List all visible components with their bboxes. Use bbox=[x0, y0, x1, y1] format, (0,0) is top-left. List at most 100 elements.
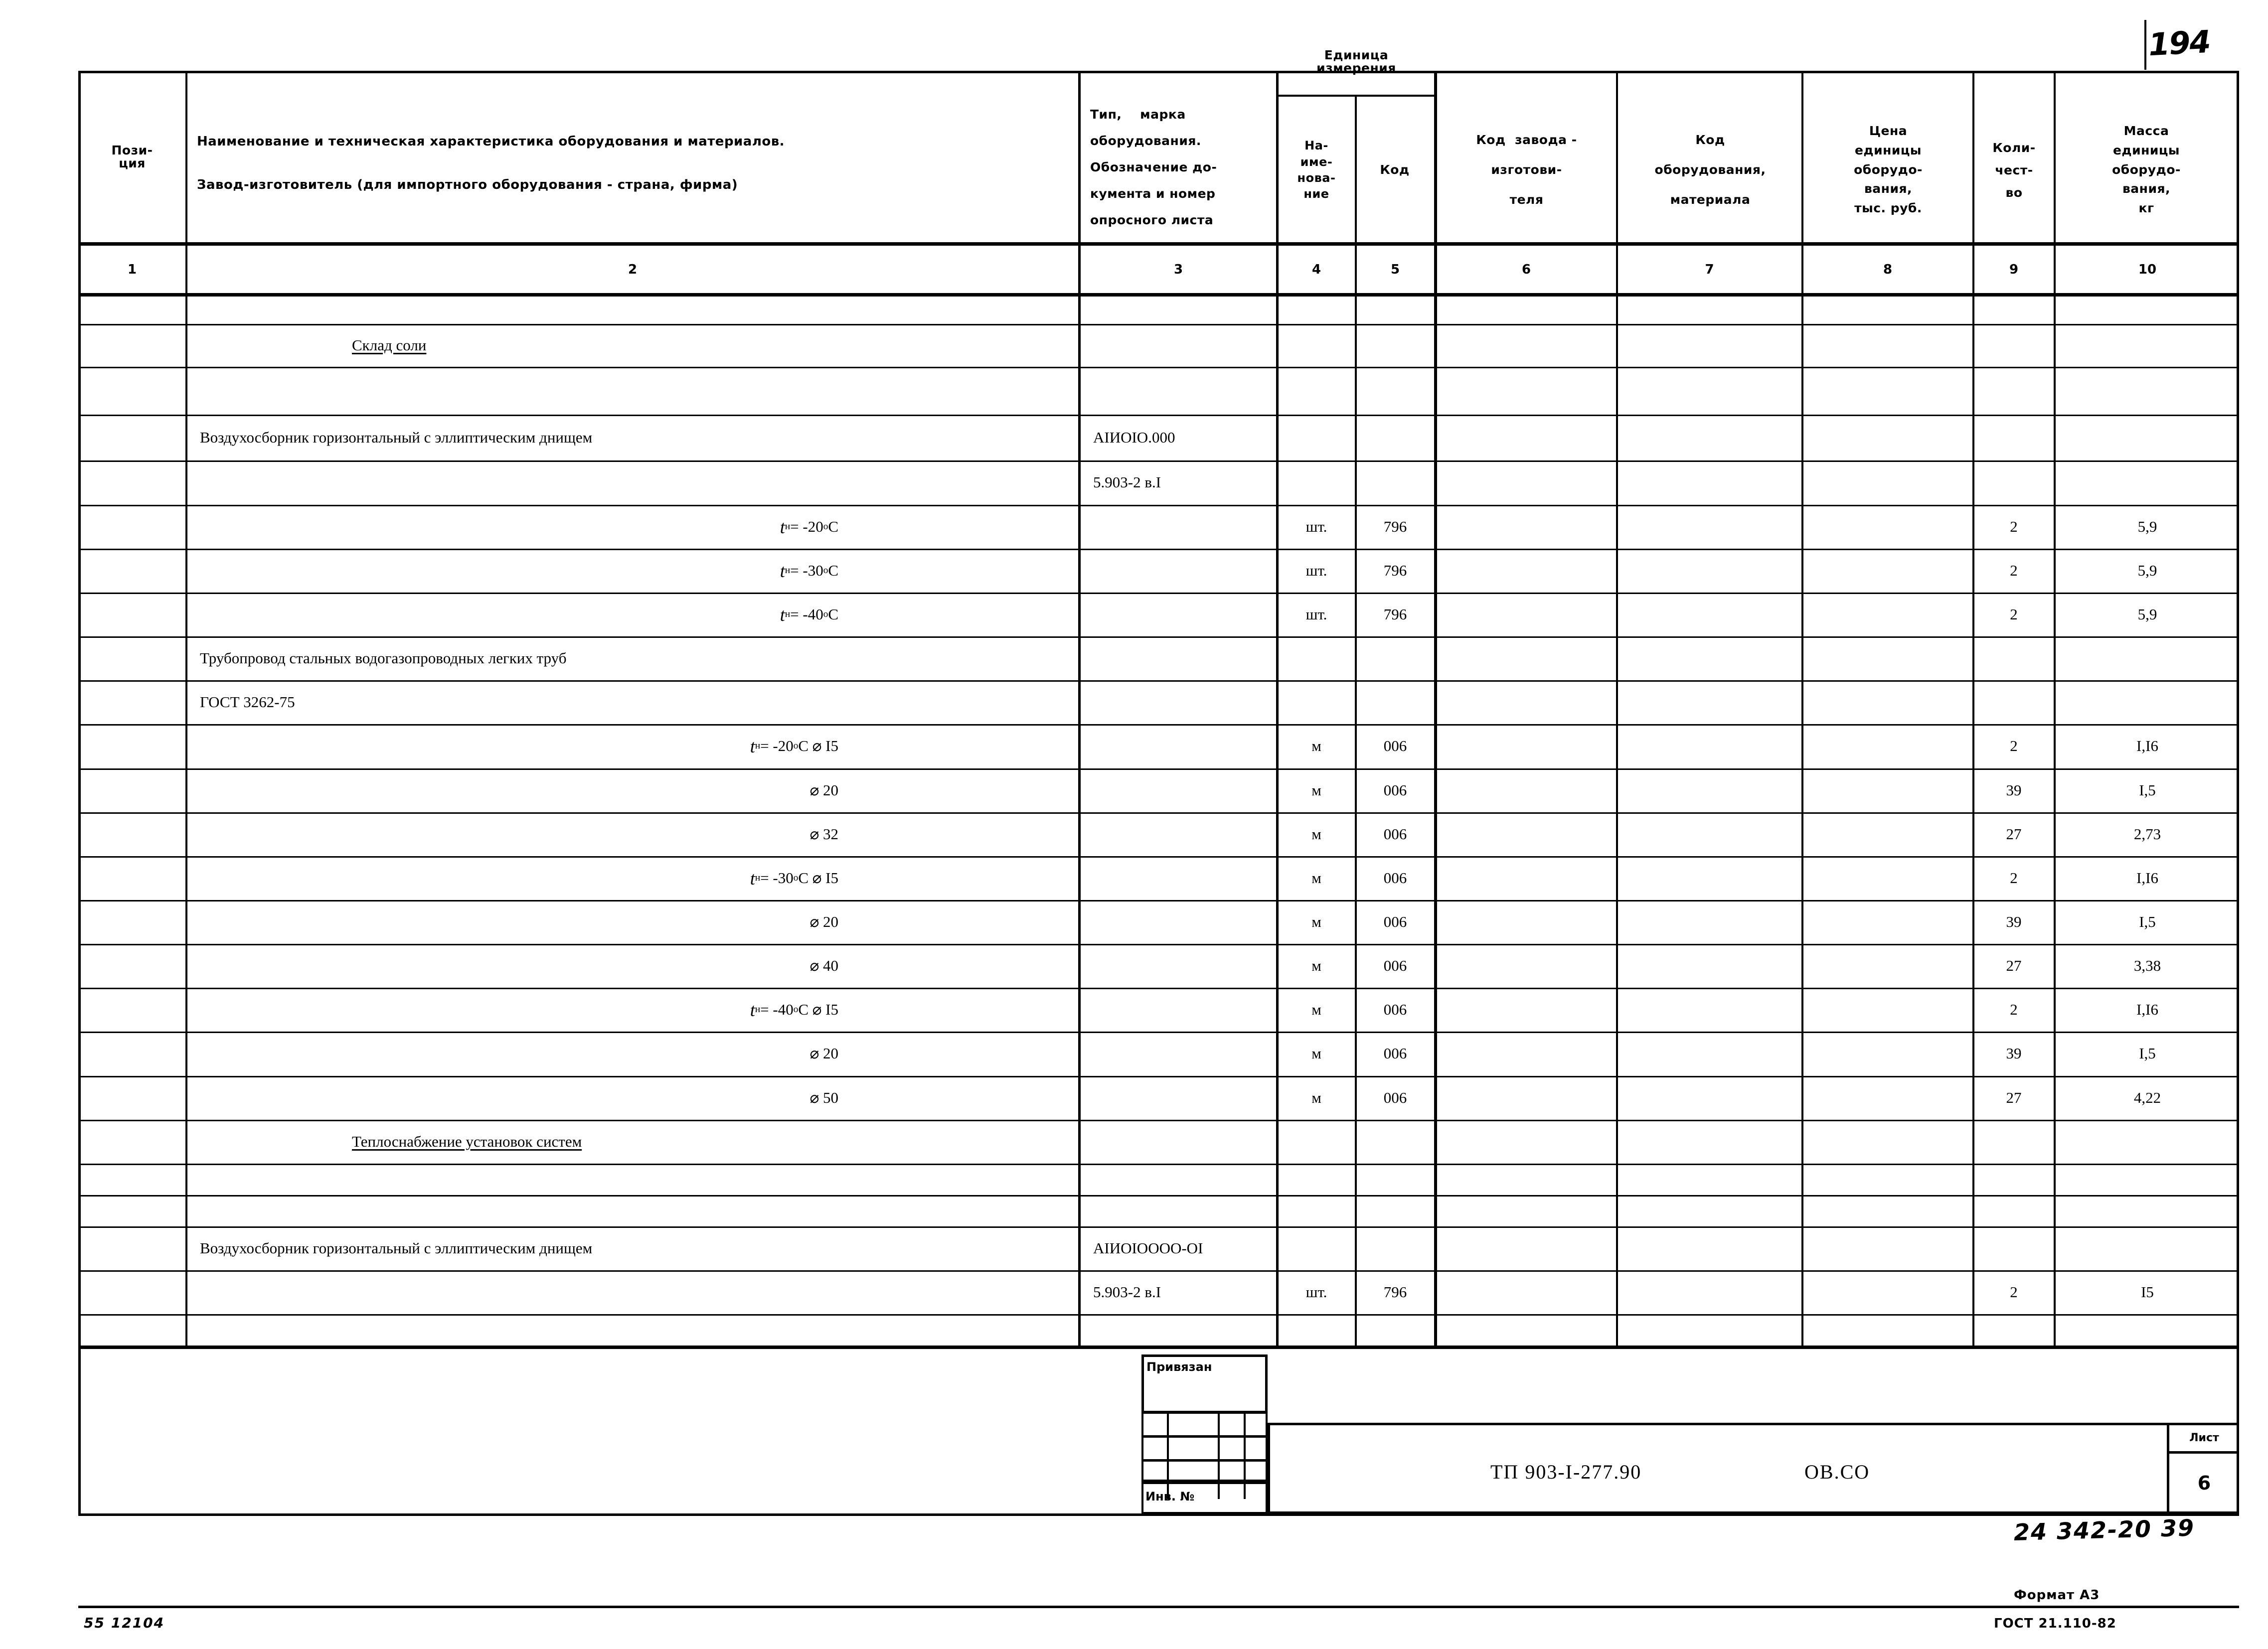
footer-rule bbox=[78, 1606, 2239, 1608]
cell-name: t н = -20 o С ⌀ I5 bbox=[750, 736, 838, 756]
cell-name: ⌀ 50 bbox=[810, 1089, 838, 1106]
header-unit-group: Единица измерения bbox=[1316, 47, 1396, 75]
cell-name: ⌀ 20 bbox=[810, 1045, 838, 1062]
cell-unit: м bbox=[1311, 825, 1321, 843]
cell-qty: 2 bbox=[2010, 869, 2018, 887]
cell-unit: м bbox=[1311, 781, 1321, 799]
cell-name: Трубопровод стальных водогазопроводных л… bbox=[200, 649, 567, 667]
format-note: Формат А3 bbox=[2014, 1588, 2100, 1603]
header-col3: Тип, марка оборудования. Обозначение до-… bbox=[1090, 107, 1217, 227]
colnum-9: 9 bbox=[2009, 262, 2019, 277]
header-bottom-rule bbox=[78, 242, 2239, 246]
row-separator bbox=[78, 367, 2239, 368]
inv-label: Инв. № bbox=[1145, 1490, 1195, 1503]
row-separator bbox=[78, 1032, 2239, 1033]
col-sep-9-10 bbox=[2054, 71, 2056, 1346]
sheet-label-rule bbox=[2167, 1451, 2239, 1454]
cell-qty: 39 bbox=[2006, 913, 2022, 930]
cell-code: 006 bbox=[1383, 737, 1407, 754]
handwritten-code: 24 342-20 39 bbox=[2013, 1514, 2195, 1546]
colnum-8: 8 bbox=[1883, 262, 1893, 277]
cell-name: ⌀ 20 bbox=[810, 913, 838, 930]
handwritten-page-number: 194 bbox=[2147, 23, 2211, 63]
cell-code: 006 bbox=[1383, 825, 1407, 843]
colnum-3: 3 bbox=[1173, 262, 1183, 277]
row-separator bbox=[78, 1195, 2239, 1197]
colnum-bottom-rule bbox=[78, 293, 2239, 297]
cell-code: 006 bbox=[1383, 1045, 1407, 1062]
cell-mass: 4,22 bbox=[2133, 1089, 2161, 1106]
cell-code: 006 bbox=[1383, 913, 1407, 930]
cell-code: 796 bbox=[1383, 1283, 1407, 1301]
header-col1: Пози-ция bbox=[111, 143, 153, 170]
row-separator bbox=[78, 505, 2239, 506]
document-code: ТП 903-I-277.90 bbox=[1490, 1460, 1642, 1483]
cell-name: ГОСТ 3262-75 bbox=[200, 693, 295, 711]
cell-name: Воздухосборник горизонтальный с эллиптич… bbox=[200, 1239, 593, 1257]
unit-group-split bbox=[1276, 95, 1437, 97]
cell-qty: 2 bbox=[2010, 562, 2018, 579]
row-separator bbox=[78, 1120, 2239, 1121]
cell-unit: шт. bbox=[1305, 605, 1327, 623]
cell-unit: м bbox=[1311, 1001, 1321, 1018]
row-separator bbox=[78, 1270, 2239, 1272]
cell-name: t н = -40 o С ⌀ I5 bbox=[750, 999, 838, 1020]
cell-mass: 2,73 bbox=[2133, 825, 2161, 843]
cell-name: ⌀ 32 bbox=[810, 825, 838, 843]
cell-qty: 2 bbox=[2010, 737, 2018, 754]
stamp-grid-h1 bbox=[1141, 1435, 1268, 1438]
header-col2-line2: Завод-изготовитель (для импортного обору… bbox=[197, 177, 738, 193]
cell-mass: 5,9 bbox=[2137, 605, 2157, 623]
cell-name: Склад соли bbox=[352, 336, 427, 354]
row-separator bbox=[78, 768, 2239, 770]
cell-code: 006 bbox=[1383, 781, 1407, 799]
stamp-grid bbox=[1141, 1412, 1268, 1482]
cell-name: Теплоснабжение установок систем bbox=[352, 1133, 582, 1150]
cell-unit: шт. bbox=[1305, 562, 1327, 579]
row-separator bbox=[78, 900, 2239, 901]
row-separator bbox=[78, 1314, 2239, 1316]
cell-code: 006 bbox=[1383, 869, 1407, 887]
header-col10: Масса единицы оборудо-вания, кг bbox=[2112, 124, 2181, 216]
cell-qty: 27 bbox=[2006, 1089, 2022, 1106]
row-separator bbox=[78, 944, 2239, 945]
cell-mass: 3,38 bbox=[2133, 957, 2161, 974]
cell-qty: 39 bbox=[2006, 1045, 2022, 1062]
row-separator bbox=[78, 636, 2239, 638]
sheet-number: 6 bbox=[2197, 1472, 2211, 1494]
cell-qty: 2 bbox=[2010, 1001, 2018, 1018]
row-separator bbox=[78, 415, 2239, 416]
header-col7: Код оборудования, материала bbox=[1654, 133, 1766, 207]
header-col8: Цена единицы оборудо-вания, тыс. руб. bbox=[1854, 124, 1923, 216]
row-separator bbox=[78, 680, 2239, 682]
header-col4: На-име-нова-ние bbox=[1297, 139, 1336, 201]
header-col5: Код bbox=[1380, 162, 1410, 177]
col-sep-2-3 bbox=[1078, 71, 1081, 1346]
cell-type: АIИОIО.000 bbox=[1093, 429, 1175, 446]
cell-qty: 27 bbox=[2006, 825, 2022, 843]
cell-qty: 2 bbox=[2010, 518, 2018, 535]
section-code: ОВ.СО bbox=[1804, 1460, 1870, 1483]
cell-mass: I,5 bbox=[2139, 781, 2156, 799]
cell-unit: шт. bbox=[1305, 518, 1327, 535]
stamp-grid-v1 bbox=[1167, 1412, 1169, 1499]
col-sep-8-9 bbox=[1972, 71, 1974, 1346]
col-sep-1-2 bbox=[185, 71, 187, 1346]
table-frame bbox=[78, 71, 2239, 1516]
row-separator bbox=[78, 856, 2239, 858]
row-separator bbox=[78, 1164, 2239, 1165]
row-separator bbox=[78, 324, 2239, 325]
row-separator bbox=[78, 812, 2239, 814]
colnum-5: 5 bbox=[1390, 262, 1400, 277]
standard-note: ГОСТ 21.110-82 bbox=[1994, 1616, 2116, 1631]
colnum-2: 2 bbox=[628, 262, 638, 277]
colnum-1: 1 bbox=[127, 262, 137, 277]
cell-type: 5.903-2 в.I bbox=[1093, 1283, 1161, 1301]
cell-code: 006 bbox=[1383, 1089, 1407, 1106]
cell-code: 796 bbox=[1383, 562, 1407, 579]
cell-unit: м bbox=[1311, 737, 1321, 754]
row-separator bbox=[78, 593, 2239, 594]
